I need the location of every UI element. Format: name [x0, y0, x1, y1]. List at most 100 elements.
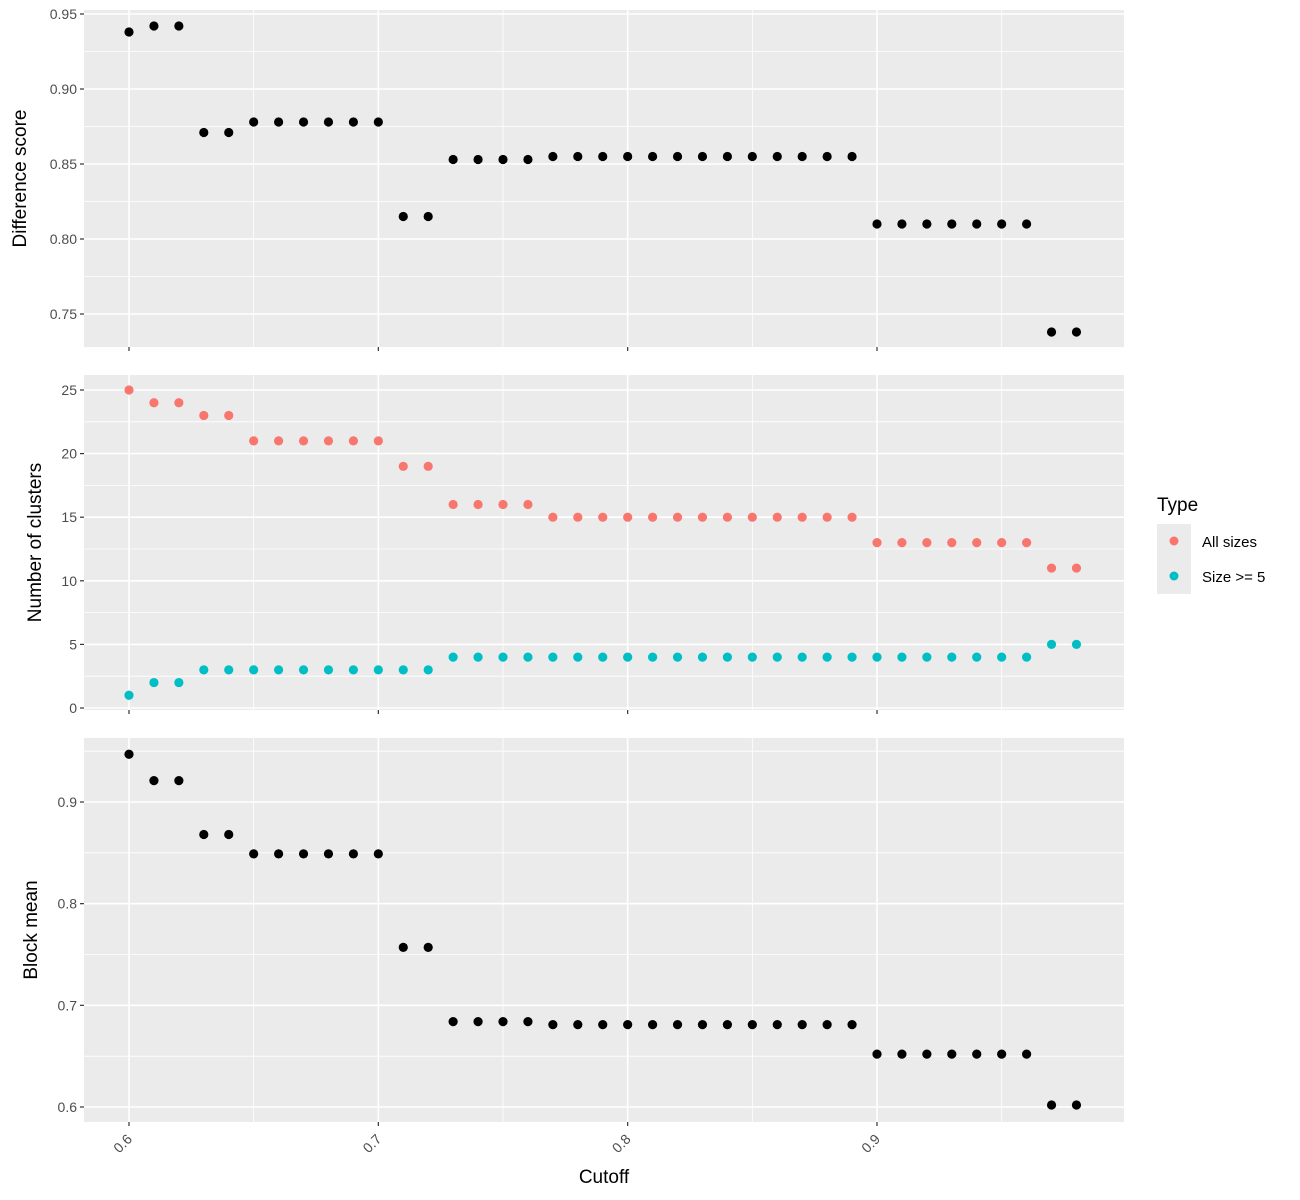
data-point	[697, 151, 708, 162]
data-point	[323, 436, 334, 446]
data-point	[1022, 1049, 1032, 1059]
data-point	[149, 677, 159, 688]
data-point	[448, 154, 458, 165]
data-point	[897, 219, 907, 229]
data-point	[822, 652, 832, 662]
data-point	[249, 849, 259, 859]
y-tick-label: 5	[69, 636, 77, 652]
data-point	[747, 1020, 757, 1030]
y-tick-label: 0.7	[58, 997, 78, 1013]
data-point	[498, 1017, 508, 1027]
data-point	[423, 942, 433, 952]
data-point	[847, 652, 857, 662]
series	[124, 385, 1082, 573]
data-point	[897, 652, 907, 662]
data-point	[348, 849, 358, 859]
data-point	[174, 776, 184, 786]
data-point	[348, 665, 358, 675]
y-tick-label: 0.80	[50, 231, 77, 247]
data-point	[573, 151, 583, 162]
data-point	[523, 154, 533, 165]
data-point	[523, 499, 533, 510]
data-point	[598, 1020, 608, 1030]
data-point	[149, 21, 159, 31]
data-point	[947, 1049, 957, 1059]
data-point	[423, 211, 433, 222]
panel-1: 0.75 0.80 0.85 0.90 0.95 Difference score	[10, 6, 1124, 351]
data-point	[224, 665, 234, 675]
data-point	[1046, 327, 1057, 337]
data-point	[797, 512, 807, 522]
series	[124, 639, 1082, 700]
data-point	[498, 652, 508, 662]
x-tick-label: 0.9	[858, 1131, 883, 1156]
data-point	[1071, 563, 1082, 573]
panel-background	[84, 10, 1124, 347]
legend-label-all-sizes: All sizes	[1202, 534, 1257, 551]
data-point	[997, 1049, 1007, 1059]
data-point	[149, 398, 159, 408]
data-point	[747, 652, 757, 662]
data-point	[398, 461, 408, 471]
data-point	[648, 652, 658, 662]
data-point	[722, 512, 733, 522]
data-point	[797, 652, 807, 662]
data-point	[274, 117, 284, 127]
data-point	[523, 1017, 533, 1027]
data-point	[124, 690, 134, 700]
legend-label-size-5: Size >= 5	[1202, 569, 1265, 586]
y-axis-title: Block mean	[21, 880, 42, 979]
data-point	[672, 1020, 683, 1030]
data-point	[997, 538, 1007, 548]
data-point	[1022, 219, 1032, 229]
data-point	[1071, 327, 1082, 337]
data-point	[373, 117, 383, 127]
data-point	[922, 219, 932, 229]
data-point	[373, 849, 383, 859]
panel-3: 0.6 0.7 0.8 0.9 Block mean 0.6 0.7 0.8 0.9	[21, 738, 1124, 1156]
data-point	[623, 512, 633, 522]
y-axis-title: Difference score	[10, 110, 31, 248]
y-tick-label: 0.9	[58, 794, 78, 810]
data-point	[772, 512, 782, 522]
data-point	[573, 512, 583, 522]
data-point	[498, 154, 508, 165]
data-point	[548, 1020, 558, 1030]
data-point	[298, 117, 309, 127]
data-point	[298, 665, 309, 675]
data-point	[174, 677, 184, 688]
chart-panels: 0.75 0.80 0.85 0.90 0.95 Difference score 0 5 10…	[10, 6, 1124, 1156]
data-point	[847, 1020, 857, 1030]
data-point	[573, 1020, 583, 1030]
data-point	[174, 398, 184, 408]
data-point	[972, 652, 982, 662]
data-point	[124, 385, 134, 395]
data-point	[448, 499, 458, 510]
data-point	[124, 749, 134, 759]
data-point	[623, 652, 633, 662]
data-point	[548, 652, 558, 662]
data-point	[1046, 1100, 1057, 1110]
legend-title: Type	[1157, 495, 1198, 516]
y-tick-label: 0.6	[58, 1099, 78, 1115]
data-point	[1071, 1100, 1082, 1110]
data-point	[398, 942, 408, 952]
data-point	[897, 538, 907, 548]
legend-key-bg	[1157, 524, 1191, 594]
data-point	[249, 436, 259, 446]
y-tick-label: 20	[61, 446, 77, 462]
legend: Type All sizes Size >= 5	[1157, 495, 1265, 594]
data-point	[997, 219, 1007, 229]
data-point	[448, 652, 458, 662]
data-point	[298, 849, 309, 859]
data-point	[1022, 538, 1032, 548]
data-point	[797, 151, 807, 162]
data-point	[398, 211, 408, 222]
data-point	[822, 512, 832, 522]
data-point	[872, 538, 882, 548]
series	[124, 21, 1082, 337]
data-point	[473, 1017, 483, 1027]
data-point	[922, 652, 932, 662]
data-point	[972, 538, 982, 548]
